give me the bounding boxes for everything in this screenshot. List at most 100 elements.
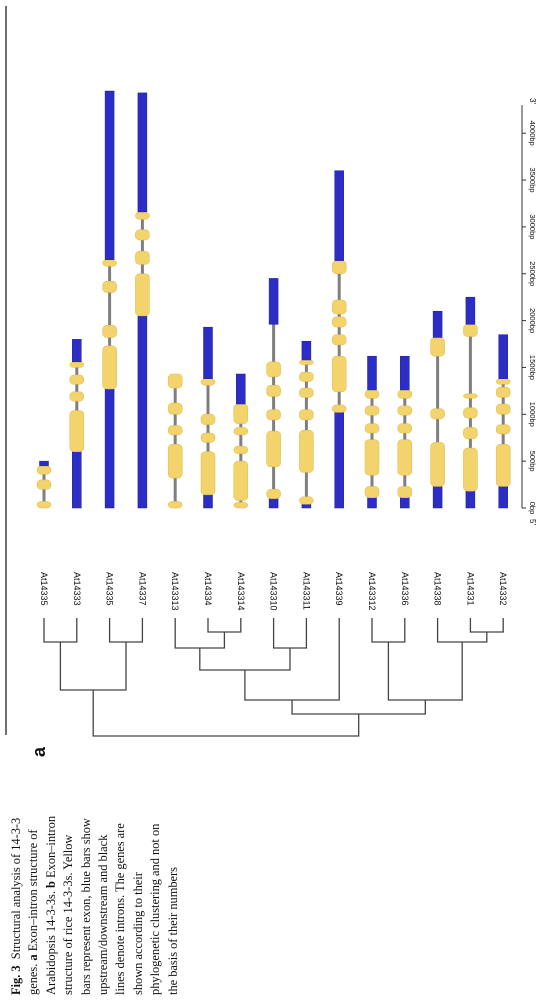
- gene-structure-At14331: [463, 296, 478, 509]
- utr-block: [72, 451, 82, 509]
- exon-block: [495, 386, 511, 398]
- gene-structure-At14333: [69, 339, 85, 509]
- utr-block: [268, 278, 279, 325]
- tree-branch: [92, 690, 360, 737]
- axis-tick-label: 2500bp: [528, 261, 537, 286]
- exon-block: [36, 465, 52, 475]
- axis-tick-label: 500bp: [528, 451, 537, 472]
- three-prime-label: 3': [528, 98, 537, 104]
- gene-label: At14336: [400, 572, 410, 606]
- utr-block: [236, 373, 246, 405]
- exon-block: [397, 486, 413, 498]
- exon-block: [233, 502, 249, 509]
- axis-tick-label: 3500bp: [528, 168, 537, 193]
- utr-block: [72, 339, 82, 363]
- exon-block: [200, 414, 216, 425]
- tree-branch: [207, 618, 242, 633]
- exon-block: [397, 439, 413, 476]
- tree-branch: [291, 700, 426, 715]
- exon-block: [102, 345, 117, 390]
- exon-block: [135, 273, 150, 317]
- exon-block: [167, 425, 183, 436]
- gene-structure-At14335: [36, 460, 52, 509]
- exon-block: [233, 427, 249, 436]
- exon-block: [331, 316, 347, 328]
- exon-block: [167, 373, 183, 389]
- tree-branch: [371, 618, 406, 643]
- gene-label: At14331: [465, 572, 475, 606]
- exon-block: [69, 410, 85, 453]
- exon-block: [331, 334, 347, 346]
- utr-block: [301, 340, 312, 361]
- tree-branch: [174, 618, 226, 649]
- gene-label: At14332: [498, 572, 508, 606]
- exon-block: [36, 479, 52, 490]
- gene-structure-At14334: [200, 326, 216, 509]
- gene-label: At143312: [367, 572, 377, 611]
- axis-tick-label: 3000bp: [528, 214, 537, 239]
- exon-block: [299, 359, 314, 365]
- exon-block: [430, 337, 445, 357]
- tree-branch: [43, 618, 78, 643]
- gene-label: At143311: [301, 572, 311, 610]
- axis-tick-label: 4000bp: [528, 121, 537, 146]
- exon-block: [331, 404, 347, 413]
- utr-block: [334, 170, 344, 261]
- utr-block: [104, 388, 115, 509]
- exon-block: [102, 259, 117, 267]
- phylogenetic-tree: [43, 618, 504, 737]
- exon-block: [364, 405, 380, 416]
- exon-block: [299, 371, 314, 382]
- axis-tick-label: 1500bp: [528, 355, 537, 380]
- exon-block: [430, 408, 445, 420]
- gene-label: At14335: [39, 572, 49, 606]
- tree-branch: [108, 618, 144, 643]
- utr-block: [203, 326, 213, 379]
- exon-block: [299, 387, 314, 398]
- figure-caption: Fig. 3 Structural analysis of 14-3-3 gen…: [8, 815, 182, 995]
- exon-block: [102, 280, 117, 293]
- tree-branch: [387, 642, 463, 701]
- exon-block: [102, 325, 117, 338]
- gene-label: At143314: [236, 572, 246, 611]
- gene-structure-At143311: [299, 340, 314, 509]
- axis-tick-label: 2000bp: [528, 308, 537, 333]
- exon-block: [364, 389, 380, 399]
- exon-block: [167, 402, 183, 415]
- exon-block: [331, 299, 347, 315]
- exon-block: [266, 489, 281, 499]
- exon-block: [463, 324, 478, 337]
- exon-block: [463, 447, 478, 492]
- utr-block: [465, 490, 476, 509]
- exon-block: [233, 403, 249, 424]
- utr-block: [137, 92, 148, 213]
- gene-label: At14338: [433, 572, 443, 606]
- exon-block: [200, 378, 216, 386]
- tree-branch: [469, 618, 504, 633]
- utr-block: [203, 494, 213, 509]
- exon-block: [135, 251, 150, 265]
- exon-block: [495, 378, 511, 385]
- gene-structure-At14339: [331, 170, 347, 509]
- axis-tick-label: 0bp: [528, 502, 537, 515]
- exon-block: [36, 501, 52, 509]
- gene-structure-At14332: [495, 334, 511, 509]
- caption-part-b-label: b: [43, 881, 58, 888]
- utr-block: [137, 315, 148, 509]
- exon-block: [233, 460, 249, 501]
- caption-fig-label: Fig. 3: [9, 965, 23, 995]
- utr-block: [432, 310, 443, 338]
- exon-block: [266, 361, 281, 378]
- exon-block: [135, 211, 150, 220]
- gene-structures: [36, 90, 511, 509]
- utr-block: [39, 460, 49, 467]
- tree-branch: [436, 618, 488, 643]
- exon-block: [266, 409, 281, 421]
- gene-structure-At14336: [397, 355, 413, 509]
- exon-block: [364, 423, 380, 434]
- gene-label: At14333: [72, 572, 82, 606]
- exon-block: [200, 432, 216, 443]
- exon-block: [463, 427, 478, 439]
